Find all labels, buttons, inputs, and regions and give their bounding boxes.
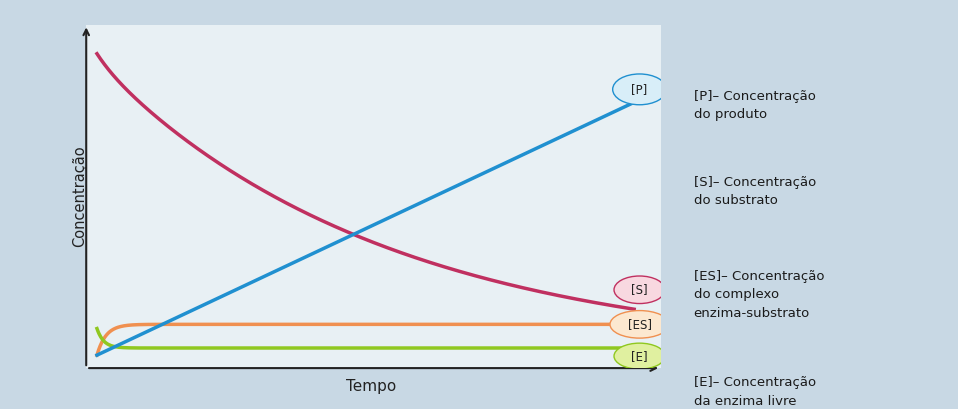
Text: [E]– Concentração
da enzima livre: [E]– Concentração da enzima livre (694, 376, 815, 408)
Text: [S]– Concentração
do substrato: [S]– Concentração do substrato (694, 176, 816, 207)
Text: Concentração: Concentração (72, 146, 87, 247)
Ellipse shape (614, 343, 665, 369)
Text: [S]: [S] (631, 283, 648, 296)
Text: [P]– Concentração
do produto: [P]– Concentração do produto (694, 90, 815, 121)
Ellipse shape (610, 310, 669, 338)
Text: [P]: [P] (631, 83, 648, 96)
Ellipse shape (613, 74, 667, 105)
Ellipse shape (614, 276, 665, 303)
Text: Tempo: Tempo (346, 380, 396, 394)
Text: [ES]– Concentração
do complexo
enzima-substrato: [ES]– Concentração do complexo enzima-su… (694, 270, 824, 320)
Text: [E]: [E] (631, 350, 648, 363)
Text: [ES]: [ES] (627, 318, 651, 331)
